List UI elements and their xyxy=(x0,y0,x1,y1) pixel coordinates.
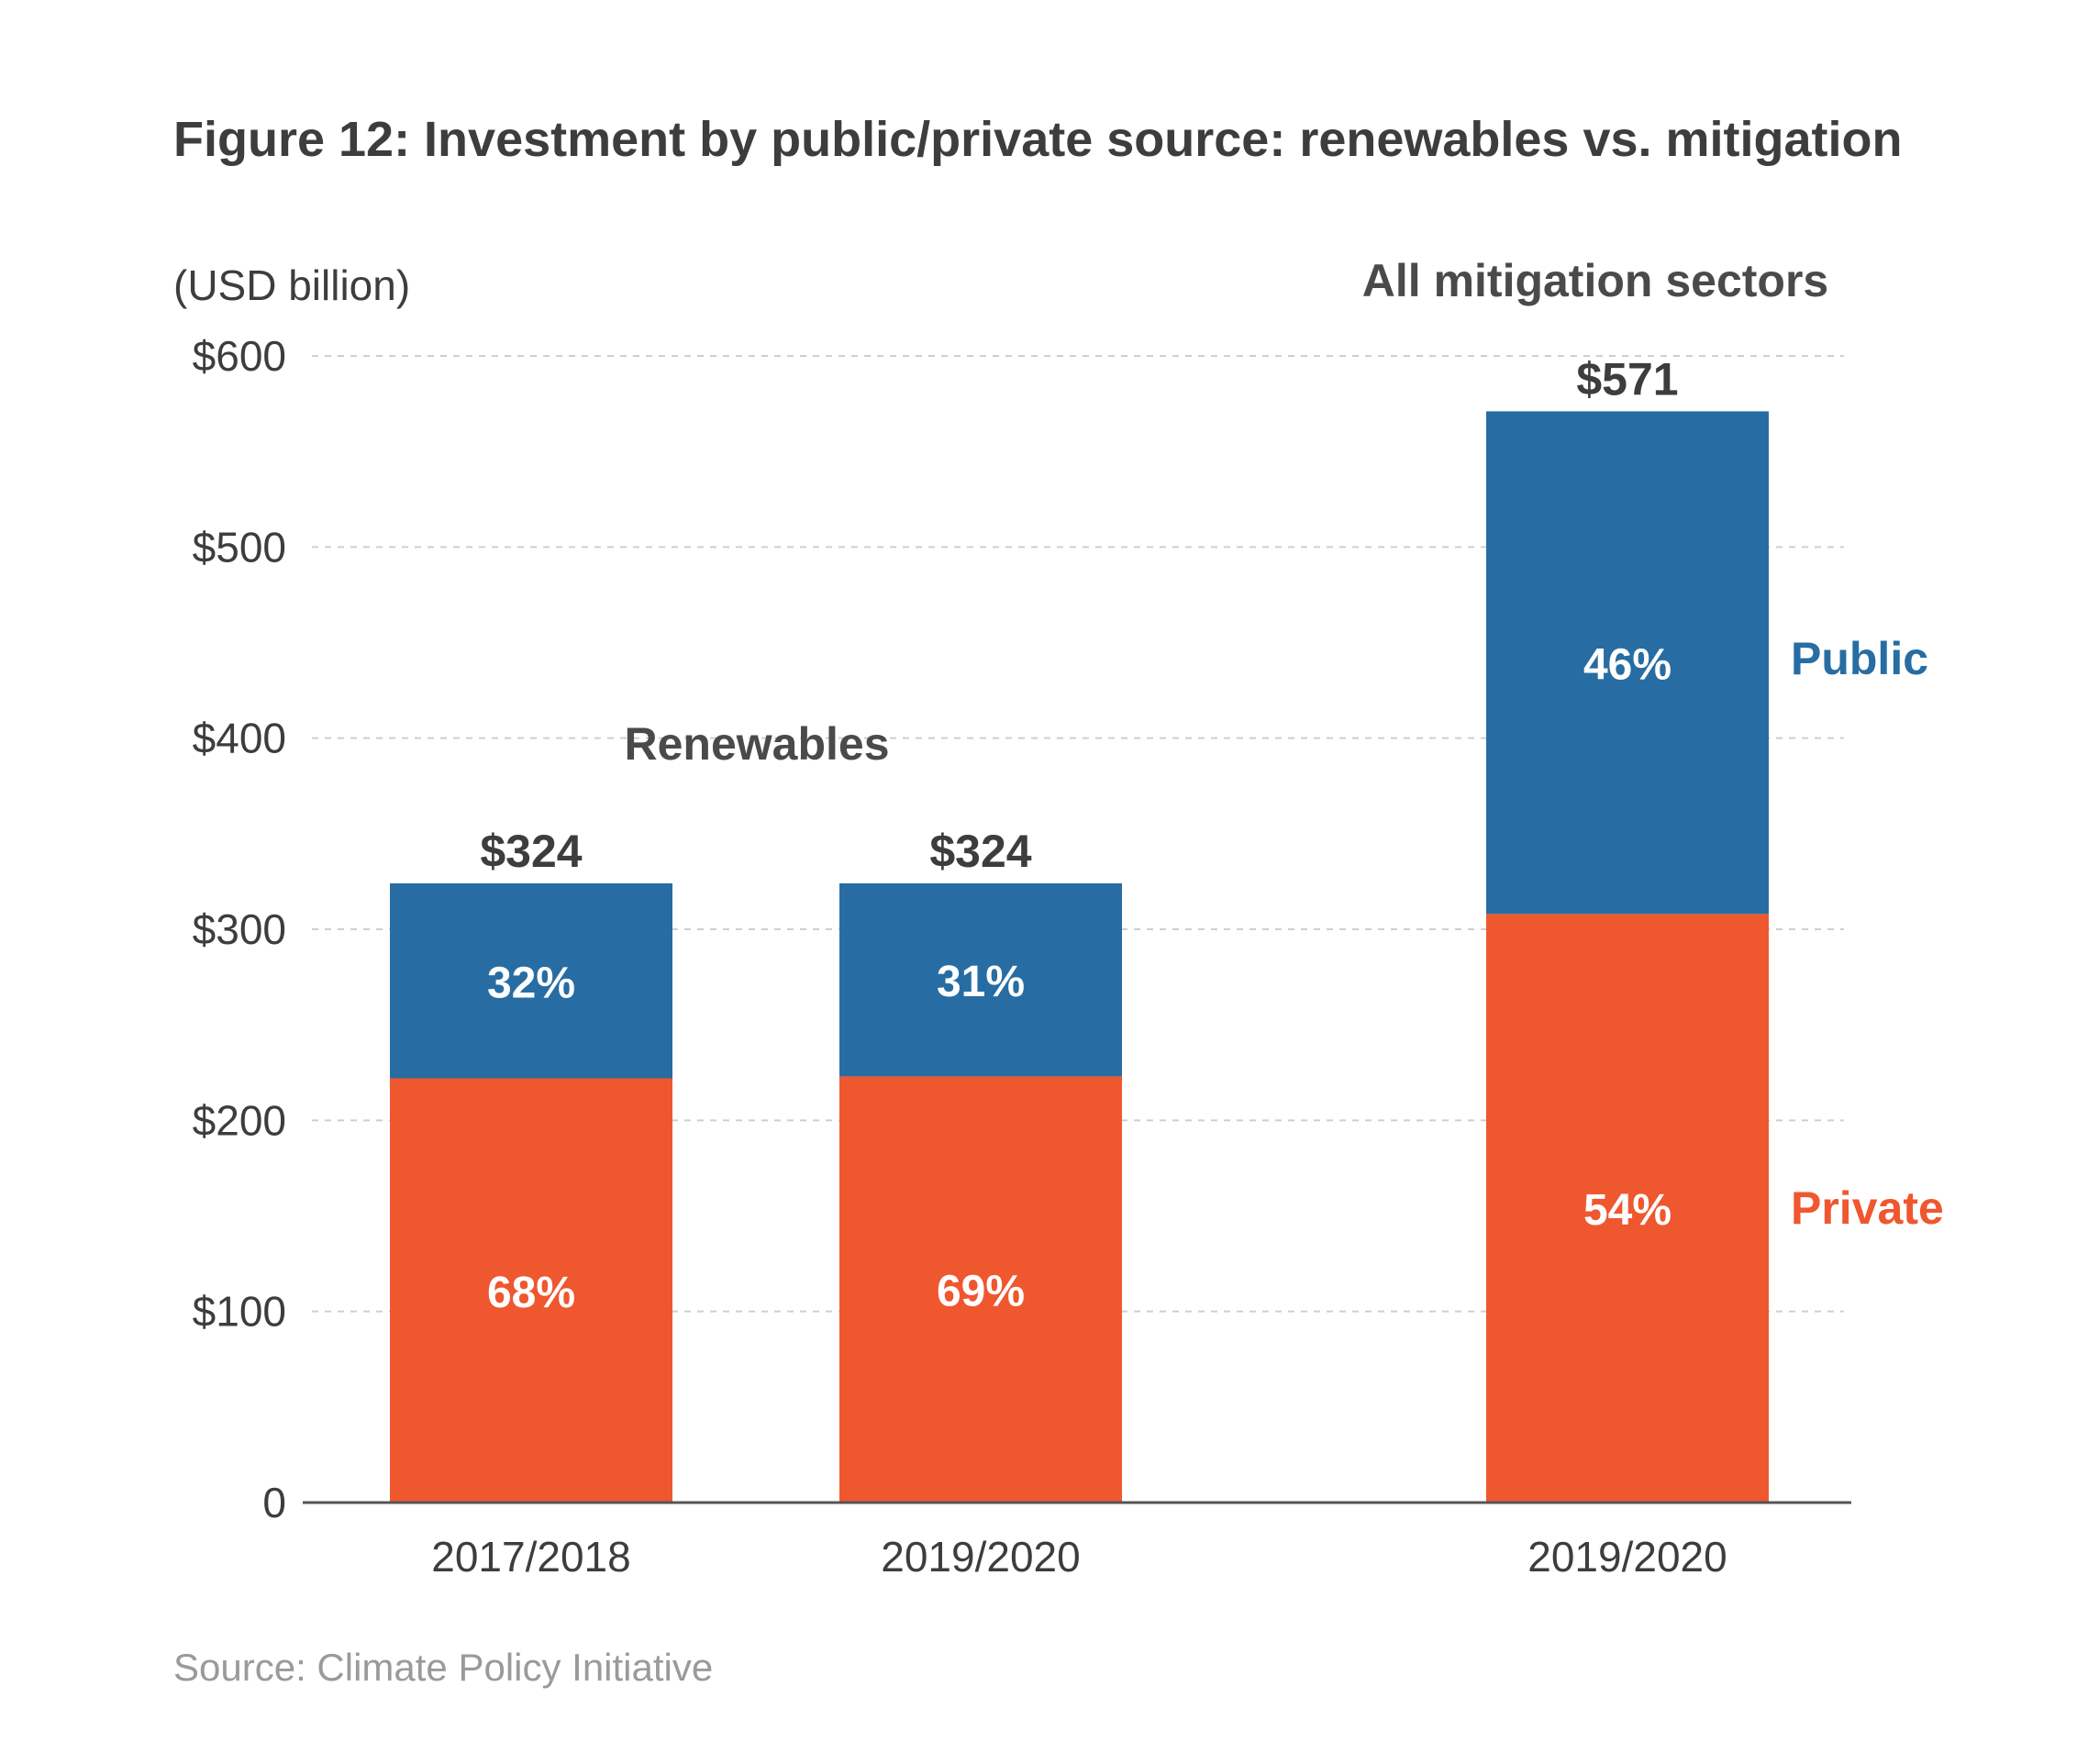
group-label-renewables: Renewables xyxy=(624,718,889,770)
total-label: $324 xyxy=(480,826,582,877)
bar-segment-public xyxy=(839,883,1122,1077)
x-axis-ticks: 2017/2018 2019/2020 2019/2020 xyxy=(431,1533,1727,1581)
total-label: $324 xyxy=(929,826,1031,877)
legend-private: Private xyxy=(1791,1182,1944,1234)
share-label-public: 32% xyxy=(487,959,575,1007)
y-tick-label: $400 xyxy=(193,715,286,762)
share-label-public: 46% xyxy=(1583,640,1671,689)
y-tick-label: $500 xyxy=(193,523,286,571)
x-tick-label: 2019/2020 xyxy=(881,1533,1080,1581)
y-tick-label: $200 xyxy=(193,1096,286,1144)
x-tick-label: 2019/2020 xyxy=(1527,1533,1727,1581)
legend-public: Public xyxy=(1791,633,1928,684)
bar-segment-public xyxy=(1486,411,1769,915)
y-tick-label: 0 xyxy=(262,1479,286,1526)
y-tick-label: $600 xyxy=(193,332,286,380)
x-tick-label: 2017/2018 xyxy=(431,1533,630,1581)
total-label: $571 xyxy=(1576,353,1678,405)
source-note: Source: Climate Policy Initiative xyxy=(173,1646,713,1689)
share-label-private: 68% xyxy=(487,1269,575,1317)
y-tick-label: $300 xyxy=(193,905,286,953)
bar-segment-private xyxy=(839,1076,1122,1503)
y-axis-ticks: 0 $100 $200 $300 $400 $500 $600 xyxy=(193,332,286,1526)
bars xyxy=(390,411,1769,1503)
share-label-private: 54% xyxy=(1583,1186,1671,1235)
bar-segment-public xyxy=(390,883,672,1079)
chart-title: Figure 12: Investment by public/private … xyxy=(173,112,1903,167)
y-tick-label: $100 xyxy=(193,1288,286,1336)
bar-labels: 68% 32% $324 69% 31% $324 54% 46% $571 xyxy=(480,353,1678,1316)
share-label-public: 31% xyxy=(937,958,1025,1006)
bar-segment-private xyxy=(1486,914,1769,1503)
share-label-private: 69% xyxy=(937,1268,1025,1316)
y-unit-label: (USD billion) xyxy=(173,261,410,309)
group-label-all-mitigation: All mitigation sectors xyxy=(1362,255,1828,306)
bar-segment-private xyxy=(390,1078,672,1503)
